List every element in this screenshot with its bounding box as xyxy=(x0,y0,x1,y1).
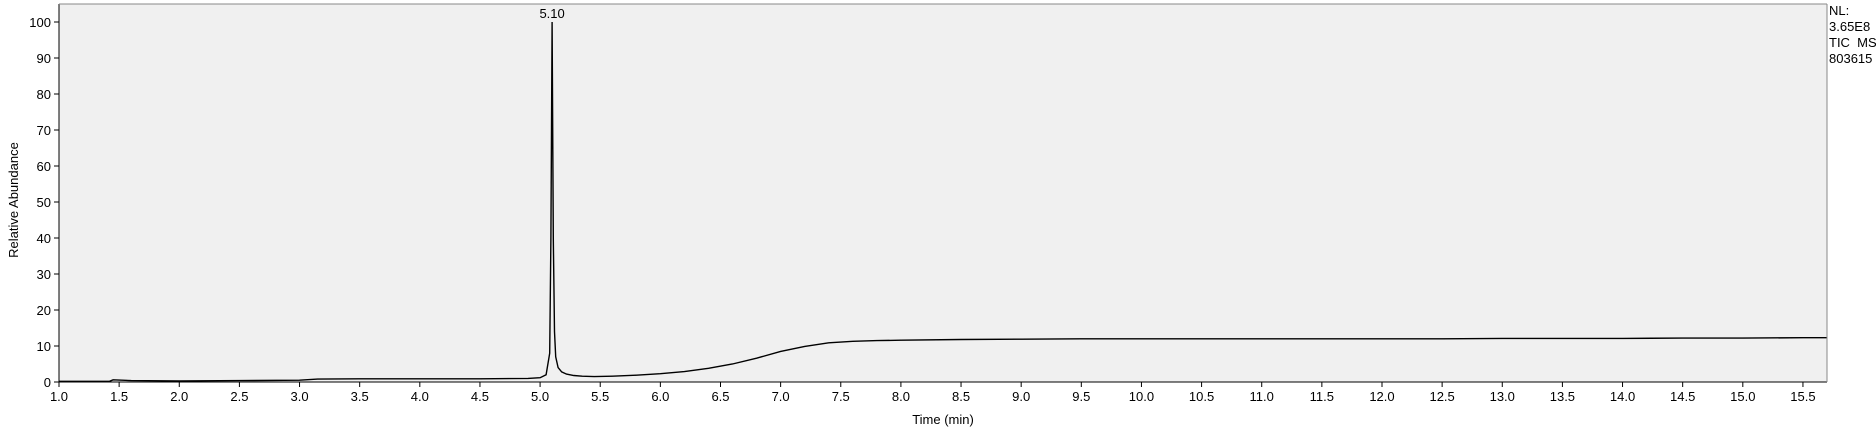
info-scan-type: TIC MS xyxy=(1829,35,1876,50)
x-tick-label: 11.5 xyxy=(1310,389,1334,404)
y-tick-label: 20 xyxy=(37,303,51,318)
x-tick-label: 10.5 xyxy=(1189,389,1214,404)
y-axis-title: Relative Abundance xyxy=(6,142,21,258)
x-axis-title: Time (min) xyxy=(912,412,974,427)
x-axis-ticks: 1.0 1.5 2.0 2.5 3.0 3.5 4.0 4.5 5.0 5.5 6.0 6.5 7.0 7… xyxy=(50,382,1816,404)
x-tick-label: 8.0 xyxy=(892,389,910,404)
y-tick-label: 30 xyxy=(37,267,51,282)
y-tick-label: 80 xyxy=(37,87,51,102)
x-tick-label: 6.5 xyxy=(711,389,729,404)
y-tick-label: 60 xyxy=(37,159,51,174)
tic-trace xyxy=(59,21,1827,382)
y-axis-ticks: 0 10 20 30 40 50 60 70 80 90 100 xyxy=(29,15,59,390)
x-tick-label: 1.5 xyxy=(110,389,128,404)
y-tick-label: 50 xyxy=(37,195,51,210)
x-tick-label: 9.5 xyxy=(1072,389,1090,404)
x-tick-label: 7.5 xyxy=(832,389,850,404)
y-tick-label: 90 xyxy=(37,51,51,66)
x-tick-label: 14.5 xyxy=(1670,389,1695,404)
x-tick-label: 14.0 xyxy=(1610,389,1635,404)
info-sample-id: 803615 xyxy=(1829,51,1872,66)
x-tick-label: 3.5 xyxy=(351,389,369,404)
peak-label: 5.10 xyxy=(539,6,564,21)
y-tick-label: 70 xyxy=(37,123,51,138)
x-tick-label: 4.5 xyxy=(471,389,489,404)
x-tick-label: 15.0 xyxy=(1730,389,1755,404)
x-tick-label: 12.0 xyxy=(1369,389,1394,404)
x-tick-label: 2.5 xyxy=(230,389,248,404)
y-tick-label: 100 xyxy=(29,15,51,30)
x-tick-label: 11.0 xyxy=(1250,389,1274,404)
plot-area xyxy=(59,4,1827,382)
x-tick-label: 7.0 xyxy=(772,389,790,404)
x-tick-label: 2.0 xyxy=(170,389,188,404)
x-tick-label: 13.5 xyxy=(1550,389,1575,404)
x-tick-label: 6.0 xyxy=(651,389,669,404)
info-nl: NL: xyxy=(1829,3,1849,18)
x-tick-label: 4.0 xyxy=(411,389,429,404)
y-tick-label: 10 xyxy=(37,339,51,354)
x-tick-label: 3.0 xyxy=(291,389,309,404)
y-tick-label: 0 xyxy=(44,375,51,390)
y-tick-label: 40 xyxy=(37,231,51,246)
x-tick-label: 5.5 xyxy=(591,389,609,404)
x-tick-label: 10.0 xyxy=(1129,389,1154,404)
info-nl-value: 3.65E8 xyxy=(1829,19,1870,34)
x-tick-label: 12.5 xyxy=(1429,389,1454,404)
x-tick-label: 13.0 xyxy=(1490,389,1515,404)
x-tick-label: 15.5 xyxy=(1790,389,1815,404)
x-tick-label: 8.5 xyxy=(952,389,970,404)
x-tick-label: 9.0 xyxy=(1012,389,1030,404)
x-tick-label: 5.0 xyxy=(531,389,549,404)
x-tick-label: 1.0 xyxy=(50,389,68,404)
